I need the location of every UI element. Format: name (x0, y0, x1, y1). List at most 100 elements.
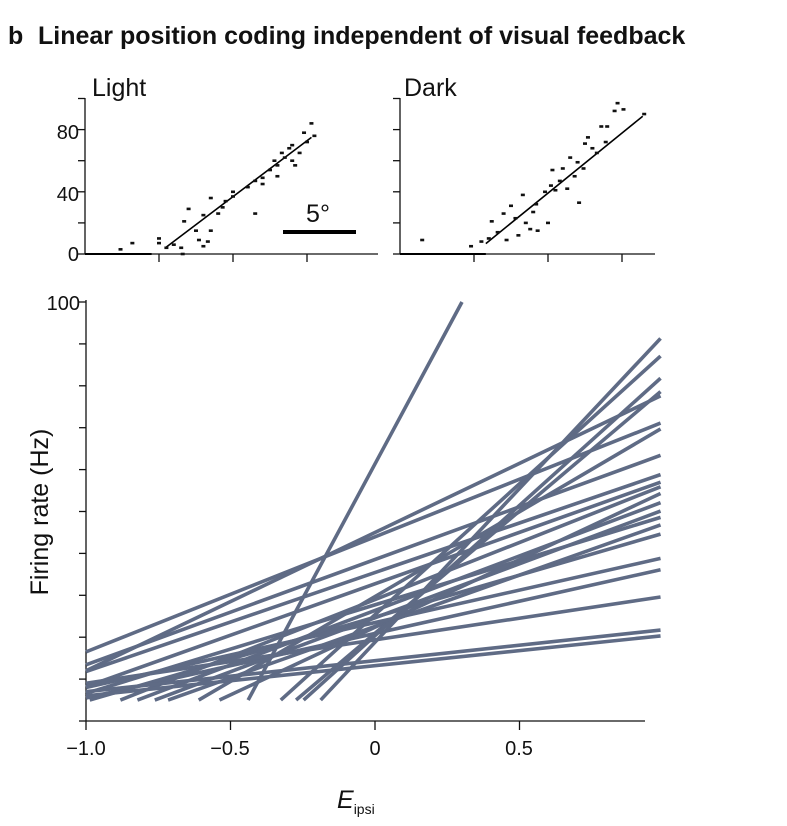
dark-inset: Dark (393, 74, 655, 262)
dark-data-point (581, 167, 586, 170)
dark-data-point (560, 167, 565, 170)
light-data-point (180, 252, 185, 256)
dark-data-point (577, 201, 582, 204)
light-data-point (253, 212, 258, 215)
main-xtick-label: −0.5 (210, 738, 249, 760)
dark-data-point (516, 234, 521, 237)
dark-data-point (504, 238, 509, 242)
dark-data-point (583, 142, 587, 145)
dark-data-point (548, 184, 553, 187)
scale-bar-label: 5° (306, 200, 330, 228)
dark-data-point (534, 202, 539, 206)
dark-data-point (486, 237, 491, 240)
light-data-point (290, 143, 295, 147)
dark-data-point (605, 125, 610, 128)
neuron-fit-line (85, 480, 662, 689)
dark-data-point (420, 238, 425, 242)
light-data-point (164, 246, 169, 250)
light-fit-line (165, 136, 312, 248)
neuron-fit-line (85, 634, 661, 698)
dark-data-point (543, 190, 548, 194)
dark-data-point (603, 140, 608, 144)
light-data-point (231, 190, 235, 194)
dark-data-point (509, 204, 513, 208)
light-data-point (216, 212, 221, 215)
light-data-point (245, 185, 250, 189)
neuron-fit-line (246, 301, 464, 701)
main-xtick-label: −1.0 (66, 738, 105, 760)
light-ytick-80: 80 (57, 122, 79, 144)
neuron-fit-line (85, 556, 661, 690)
neuron-fit-line (302, 376, 662, 702)
dark-data-point (612, 109, 617, 113)
dark-data-point (546, 221, 550, 225)
light-data-point (223, 199, 228, 203)
dark-data-point (565, 187, 570, 190)
light-data-point (305, 140, 309, 144)
neuron-fit-line (85, 394, 662, 673)
light-data-point (312, 134, 317, 138)
main-xtick-label: 0.5 (505, 738, 533, 760)
dark-data-point (594, 151, 599, 155)
figure-title: Linear position coding independent of vi… (38, 22, 685, 50)
light-data-point (201, 244, 206, 248)
dark-data-point (531, 210, 536, 214)
neuron-fit-line (294, 390, 662, 702)
main-xtick-label: 0 (369, 738, 380, 760)
dark-data-point (528, 227, 533, 231)
x-axis-label-main: E (337, 786, 354, 814)
neuron-fit-line (218, 491, 662, 702)
light-data-point (231, 195, 235, 198)
dark-data-point (585, 136, 590, 139)
main-chart: 100 −1.0 −0.5 0 0.5 Firing rate (Hz) Eip… (26, 293, 662, 817)
light-data-point (275, 174, 280, 178)
light-inset: Light 0 40 80 5° (57, 74, 378, 266)
panel-label: b (8, 22, 23, 50)
light-data-point (186, 207, 191, 211)
dark-data-point (523, 221, 528, 225)
light-data-point (282, 156, 287, 159)
light-data-point (260, 182, 265, 186)
light-data-point (287, 146, 292, 150)
dark-data-point (550, 168, 555, 172)
light-data-point (194, 229, 198, 232)
dark-data-point (479, 240, 484, 243)
light-data-point (196, 238, 201, 242)
light-data-point (205, 240, 210, 243)
light-data-point (130, 241, 135, 245)
light-data-point (272, 159, 277, 162)
light-ytick-40: 40 (57, 184, 79, 206)
light-data-point (302, 131, 307, 135)
main-ytick-100: 100 (47, 293, 80, 315)
light-data-point (171, 243, 176, 246)
neuron-fit-line (119, 485, 662, 702)
x-axis-label-sub: ipsi (354, 801, 375, 817)
neuron-fit-line (85, 472, 662, 674)
light-data-point (279, 151, 284, 155)
dark-data-point (599, 125, 604, 128)
light-data-point (309, 122, 314, 125)
light-ytick-0: 0 (68, 244, 79, 266)
neuron-fit-line (279, 354, 662, 702)
dark-data-point (557, 179, 562, 183)
dark-data-point (575, 160, 580, 164)
dark-data-point (590, 146, 595, 150)
light-data-point (275, 164, 280, 167)
light-data-point (118, 248, 123, 251)
light-data-point (297, 151, 302, 155)
light-data-point (293, 164, 298, 167)
light-data-point (208, 229, 213, 232)
dark-data-point (513, 216, 518, 220)
dark-data-point (615, 101, 620, 105)
dark-data-point (568, 156, 573, 159)
neuron-fit-line (85, 421, 662, 654)
light-data-point (157, 241, 161, 245)
dark-data-point (621, 108, 626, 111)
light-data-point (157, 237, 161, 240)
dark-data-point (495, 230, 500, 234)
light-data-point (201, 213, 206, 217)
light-data-point (182, 220, 187, 223)
light-panel-title: Light (92, 74, 146, 102)
neuron-fit-line (85, 453, 662, 667)
neuron-fit-line (85, 628, 661, 694)
